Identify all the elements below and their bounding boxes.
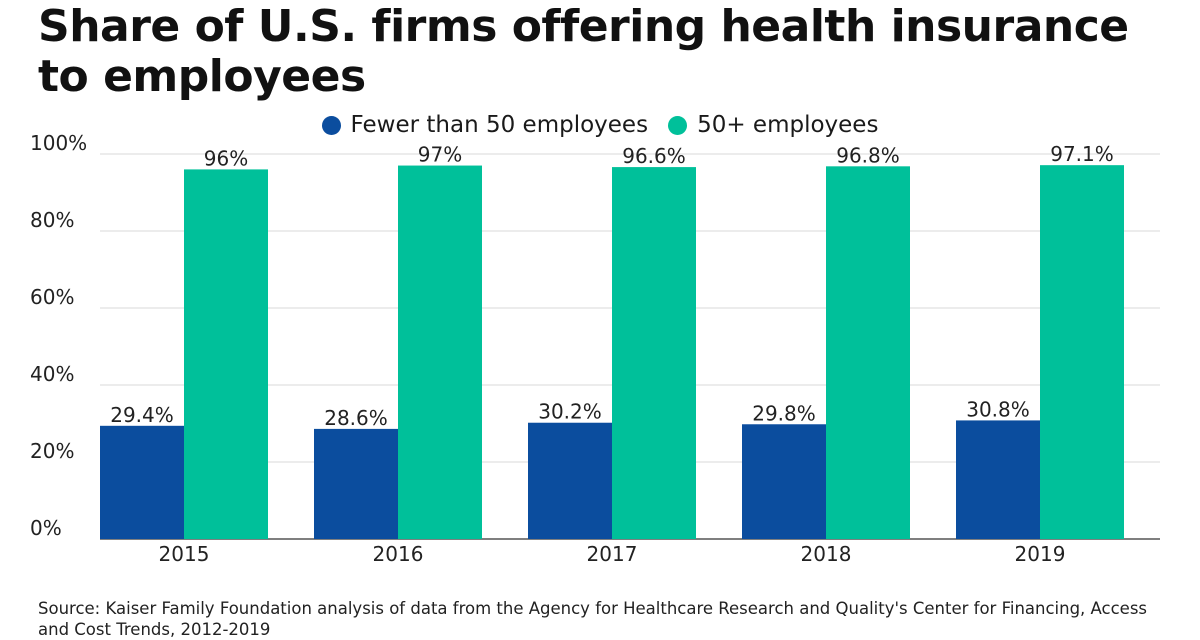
source-note: Source: Kaiser Family Foundation analysi… xyxy=(38,599,1148,639)
x-tick-label: 2015 xyxy=(159,542,210,566)
bar-small-firms xyxy=(742,424,826,539)
bar-chart: 0% 20% 40% 60% 80% 100% 29.4% 96% 2015 28.6% 97% 20… xyxy=(30,131,1160,566)
x-tick-label: 2017 xyxy=(587,542,638,566)
legend-item-large-firms: 50+ employees xyxy=(668,110,878,140)
data-label: 29.4% xyxy=(110,403,174,427)
y-tick-label: 60% xyxy=(30,285,74,309)
bar-large-firms xyxy=(826,166,910,539)
legend-label-small-firms: Fewer than 50 employees xyxy=(350,112,649,138)
data-label: 97.1% xyxy=(1050,142,1114,166)
data-label: 96.8% xyxy=(836,143,900,167)
y-tick-label: 0% xyxy=(30,516,62,540)
data-label: 29.8% xyxy=(752,401,816,425)
bar-small-firms xyxy=(314,428,398,539)
bar-small-firms xyxy=(100,425,184,539)
chart-title: Share of U.S. firms offering health insu… xyxy=(38,1,1129,102)
bar-large-firms xyxy=(612,167,696,539)
legend: Fewer than 50 employees 50+ employees xyxy=(0,110,1200,140)
data-label: 96.6% xyxy=(622,144,686,168)
bar-small-firms xyxy=(528,422,612,539)
bar-large-firms xyxy=(184,169,268,539)
bar-small-firms xyxy=(956,420,1040,539)
data-label: 30.2% xyxy=(538,400,602,424)
legend-swatch-large-firms xyxy=(668,115,688,135)
y-tick-label: 20% xyxy=(30,439,74,463)
x-tick-label: 2018 xyxy=(801,542,852,566)
data-label: 96% xyxy=(204,146,248,170)
y-tick-label: 40% xyxy=(30,362,74,386)
y-tick-label: 80% xyxy=(30,208,74,232)
legend-item-small-firms: Fewer than 50 employees xyxy=(321,110,649,140)
data-label: 30.8% xyxy=(966,397,1030,421)
x-tick-label: 2019 xyxy=(1015,542,1066,566)
data-label: 28.6% xyxy=(324,406,388,430)
x-tick-label: 2016 xyxy=(373,542,424,566)
legend-swatch-small-firms xyxy=(321,115,341,135)
legend-label-large-firms: 50+ employees xyxy=(697,112,879,138)
y-tick-label: 100% xyxy=(30,131,87,155)
data-label: 97% xyxy=(418,143,462,167)
bar-large-firms xyxy=(1040,165,1124,540)
bar-large-firms xyxy=(398,165,482,540)
